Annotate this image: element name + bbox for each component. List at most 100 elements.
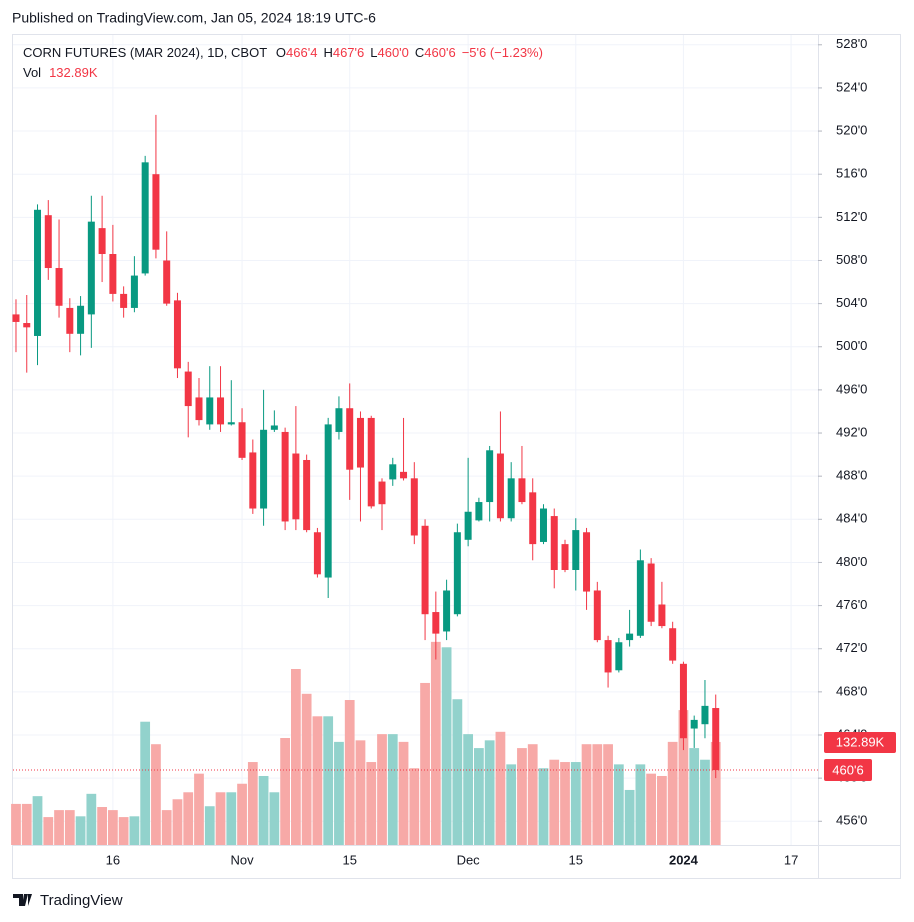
volume-bar — [258, 775, 269, 845]
legend: CORN FUTURES (MAR 2024), 1D, CBOT O466'4 H… — [23, 45, 543, 80]
volume-bar — [560, 762, 570, 845]
y-tick-label: 516'0 — [836, 166, 867, 181]
volume-bar — [613, 764, 624, 845]
candle-body — [658, 604, 666, 627]
candle-body — [335, 408, 343, 432]
y-tick-label: 504'0 — [836, 295, 867, 310]
candle-body — [367, 417, 375, 507]
volume-bar — [441, 647, 452, 845]
candle-body — [572, 530, 580, 570]
candle-body — [206, 397, 214, 425]
candle-body — [141, 162, 149, 274]
volume-bar — [247, 762, 258, 845]
y-tick-label: 528'0 — [836, 36, 867, 51]
candle-body — [669, 628, 677, 661]
candle-body — [712, 708, 720, 771]
candle-body — [292, 453, 300, 520]
volume-bar — [366, 762, 377, 845]
candle-body — [389, 464, 397, 480]
candle-body — [12, 314, 20, 322]
volume-bar — [484, 740, 495, 845]
candle-body — [593, 590, 601, 641]
volume-bar — [215, 792, 226, 845]
candle-body — [152, 174, 160, 250]
candle-body — [184, 371, 192, 407]
candle-body — [163, 260, 171, 304]
volume-bar — [355, 740, 366, 845]
volume-bar — [312, 716, 323, 845]
candles — [12, 114, 720, 779]
candle-body — [690, 719, 698, 729]
candle-body — [173, 300, 181, 369]
x-tick-label: 16 — [106, 852, 120, 867]
y-tick-label: 480'0 — [836, 554, 867, 569]
volume-bar — [290, 668, 301, 845]
candle-body — [496, 453, 504, 519]
candle-body — [550, 516, 558, 570]
volume-bar — [420, 682, 430, 845]
volume-bar — [678, 710, 689, 845]
volume-bar — [54, 810, 64, 845]
candle-body — [647, 563, 655, 622]
y-tick-label: 492'0 — [836, 424, 867, 439]
legend-value: 460'6 — [424, 45, 455, 60]
y-tick-label: 508'0 — [836, 252, 867, 267]
legend-value: 467'6 — [333, 45, 364, 60]
volume-label-box — [824, 731, 896, 753]
legend-change: −5'6 (−1.23%) — [462, 45, 543, 60]
candle-body — [87, 221, 95, 315]
candle-body — [410, 478, 418, 536]
volume-bar — [506, 764, 517, 845]
candle-body — [475, 502, 483, 521]
candle-body — [195, 397, 203, 421]
candle-body — [561, 544, 569, 570]
x-tick-label: Dec — [457, 852, 481, 867]
header: Published on TradingView.com, Jan 05, 20… — [12, 10, 376, 26]
y-tick-label: 500'0 — [836, 338, 867, 353]
volume-bar — [161, 810, 172, 845]
candle-body — [130, 275, 138, 308]
volume-bar — [463, 734, 474, 845]
candle-body — [34, 209, 42, 336]
x-tick-label: 17 — [784, 852, 798, 867]
x-tick-label: Nov — [230, 852, 254, 867]
legend-key: H — [323, 45, 332, 60]
volume-bar — [97, 807, 107, 845]
close-label-box — [824, 759, 872, 782]
volume-bar — [118, 817, 129, 845]
volume-bar — [474, 748, 484, 845]
volume-bar — [129, 816, 140, 845]
volume-bar — [204, 806, 215, 845]
volume-bar — [280, 738, 290, 845]
legend-volume-name: Vol — [23, 65, 41, 80]
volume-bar — [517, 748, 527, 845]
volume-bar — [452, 699, 463, 845]
y-tick-label: 520'0 — [836, 122, 867, 137]
y-tick-label: 456'0 — [836, 813, 867, 828]
volume-bar — [538, 768, 549, 845]
candle-body — [227, 422, 235, 425]
footer-text: TradingView — [40, 892, 123, 909]
legend-line: CORN FUTURES (MAR 2024), 1D, CBOT O466'4 H… — [23, 45, 543, 60]
volume-bar — [75, 816, 86, 845]
candle-body — [109, 254, 117, 294]
candle-body — [529, 492, 537, 545]
volume-bar — [700, 759, 710, 845]
candle-body — [443, 590, 451, 632]
legend-volume-value: 132.89K — [49, 65, 98, 80]
y-tick-label: 488'0 — [836, 468, 867, 483]
y-tick-label: 524'0 — [836, 79, 867, 94]
y-tick-label: 484'0 — [836, 511, 867, 526]
volume-bar — [334, 741, 344, 845]
volume-bar — [689, 748, 700, 845]
y-tick-label: 472'0 — [836, 640, 867, 655]
legend-volume: Vol 132.89K — [23, 65, 98, 80]
axes: 456'0460'0464'0468'0472'0476'0480'0484'0… — [13, 36, 896, 867]
volume-bar — [183, 792, 194, 845]
candle-body — [249, 452, 257, 509]
volume-bar — [172, 799, 183, 845]
candle-body — [636, 560, 644, 636]
volume-label: 132.89K — [836, 734, 885, 749]
candle-body — [98, 228, 106, 255]
